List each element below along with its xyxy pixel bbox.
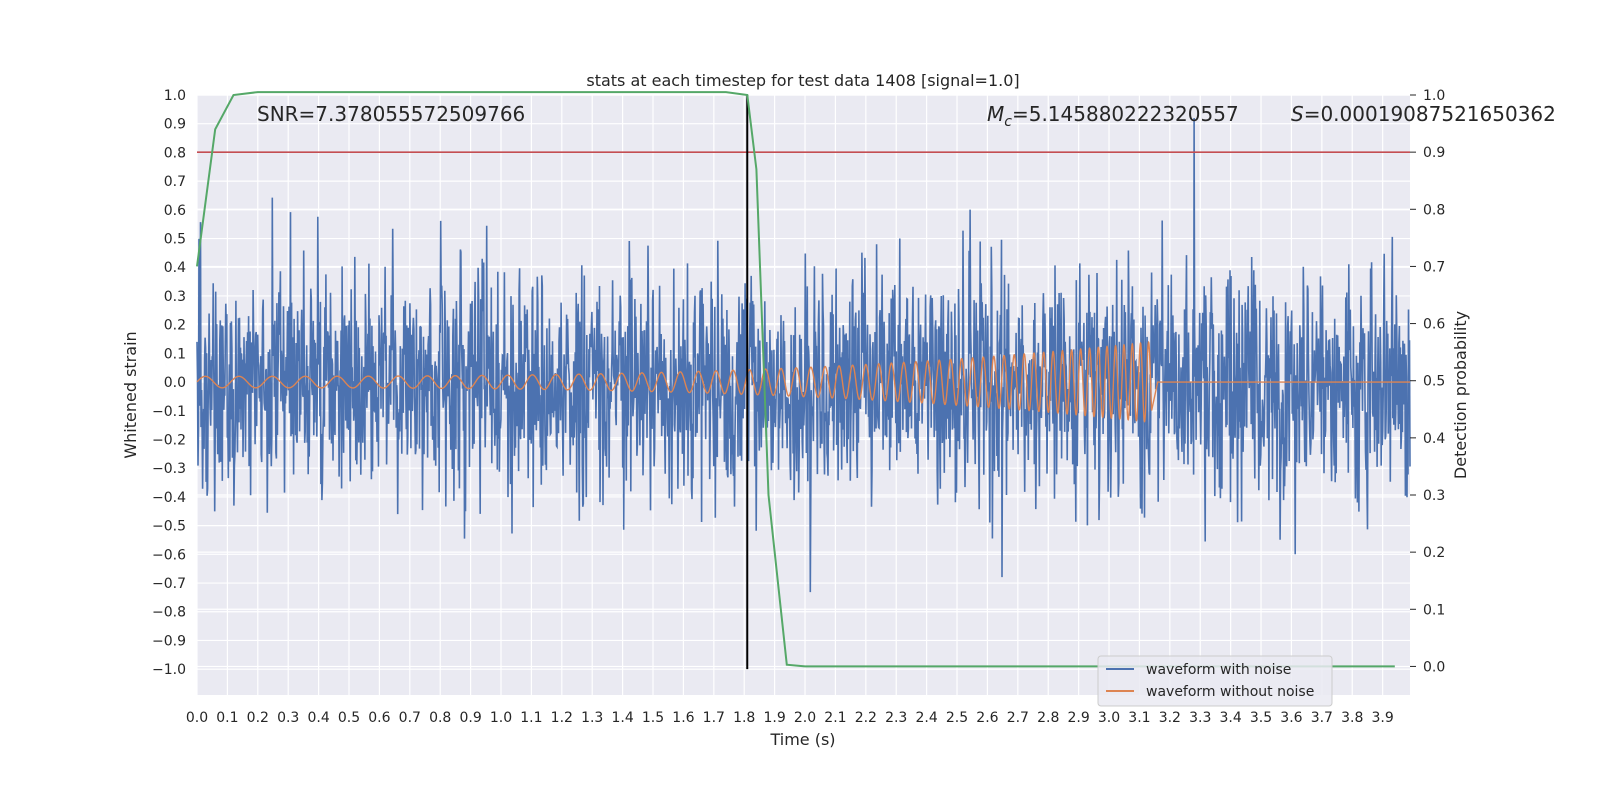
x-tick-label: 3.6: [1280, 710, 1302, 726]
x-tick-label: 0.2: [247, 710, 269, 726]
x-tick-label: 2.6: [976, 710, 998, 726]
x-tick-label: 3.8: [1341, 710, 1363, 726]
chirp-mass-value: =5.145880222320557: [1012, 102, 1239, 126]
y-tick-label: 0.9: [164, 117, 186, 133]
y-right-tick-label: 0.7: [1423, 259, 1445, 275]
x-tick-label: 0.4: [307, 710, 329, 726]
x-tick-label: 2.9: [1067, 710, 1089, 726]
axis-ticks: 0.0 0.1 0.2 0.3 0.4 0.5 0.6 0.7 0.8 0.9 1.0 1.1 1.2 1…: [152, 88, 1445, 726]
y-tick-label: −0.5: [152, 519, 186, 535]
x-tick-label: 3.1: [1128, 710, 1150, 726]
legend-label-noisy: waveform with noise: [1146, 662, 1291, 678]
x-tick-label: 0.7: [399, 710, 421, 726]
x-tick-label: 3.4: [1220, 710, 1242, 726]
y-tick-label: −0.3: [152, 461, 186, 477]
x-tick-label: 1.5: [642, 710, 664, 726]
x-tick-label: 3.3: [1189, 710, 1211, 726]
x-tick-label: 0.5: [338, 710, 360, 726]
x-tick-label: 1.4: [611, 710, 633, 726]
y-tick-label: −0.7: [152, 576, 186, 592]
y-axis-title: Whitened strain: [121, 331, 140, 458]
y-right-tick-label: 0.1: [1423, 602, 1445, 618]
detection-probability-series: [196, 91, 1395, 668]
detection-probability-line: [196, 91, 1395, 668]
y-right-tick-label: 0.9: [1423, 145, 1445, 161]
y-tick-label: −0.6: [152, 547, 186, 563]
y-tick-label: −1.0: [152, 662, 186, 678]
y-right-tick-label: 1.0: [1423, 88, 1445, 104]
legend-box: [1097, 655, 1333, 707]
x-tick-label: 0.3: [277, 710, 299, 726]
y-tick-label: 0.8: [164, 145, 186, 161]
y-tick-label: −0.4: [152, 490, 186, 506]
y-tick-label: 0.0: [164, 375, 186, 391]
x-tick-label: 1.1: [520, 710, 542, 726]
y-tick-label: −0.1: [152, 404, 186, 420]
y-right-tick-label: 0.4: [1423, 431, 1445, 447]
x-tick-label: 0.8: [429, 710, 451, 726]
x-tick-label: 2.2: [855, 710, 877, 726]
y-tick-label: 0.4: [164, 260, 186, 276]
x-tick-label: 1.6: [672, 710, 694, 726]
x-tick-label: 3.0: [1098, 710, 1120, 726]
y-tick-label: −0.2: [152, 432, 186, 448]
x-tick-label: 2.1: [824, 710, 846, 726]
s-value: =0.00019087521650362: [1304, 102, 1556, 126]
y-right-tick-label: 0.3: [1423, 488, 1445, 504]
clean-waveform-series: [196, 340, 1410, 423]
y-right-tick-label: 0.6: [1423, 317, 1445, 333]
x-tick-label: 1.9: [763, 710, 785, 726]
y-right-tick-label: 0.0: [1423, 659, 1445, 675]
chart-title: stats at each timestep for test data 140…: [586, 71, 1019, 90]
x-tick-label: 0.1: [216, 710, 238, 726]
snr-annotation: SNR=7.378055572509766: [257, 102, 525, 126]
noisy-waveform-series: [196, 117, 1411, 593]
y-tick-label: 0.7: [164, 174, 186, 190]
legend-label-clean: waveform without noise: [1146, 684, 1314, 700]
y-right-tick-label: 0.8: [1423, 202, 1445, 218]
legend: waveform with noise waveform without noi…: [1097, 655, 1333, 707]
x-tick-label: 1.0: [490, 710, 512, 726]
x-tick-label: 2.4: [915, 710, 937, 726]
x-tick-label: 3.7: [1311, 710, 1333, 726]
y-tick-label: 0.5: [164, 232, 186, 248]
x-tick-label: 2.8: [1037, 710, 1059, 726]
y-tick-label: 0.2: [164, 318, 186, 334]
chirp-mass-symbol: M: [987, 102, 1004, 126]
x-tick-label: 2.3: [885, 710, 907, 726]
x-tick-label: 1.2: [551, 710, 573, 726]
chirp-mass-subscript: c: [1004, 114, 1012, 130]
x-tick-label: 0.0: [186, 710, 208, 726]
x-tick-label: 0.9: [459, 710, 481, 726]
clean-waveform-line: [196, 340, 1410, 423]
y-right-axis-title: Detection probability: [1451, 311, 1470, 479]
x-tick-label: 1.8: [733, 710, 755, 726]
x-tick-label: 2.5: [946, 710, 968, 726]
x-tick-label: 1.3: [581, 710, 603, 726]
x-axis-title: Time (s): [769, 730, 835, 749]
chirp-mass-annotation: Mc=5.145880222320557: [987, 102, 1239, 130]
y-tick-label: 0.6: [164, 203, 186, 219]
x-tick-label: 3.2: [1159, 710, 1181, 726]
s-annotation: S=0.00019087521650362: [1291, 102, 1556, 126]
y-tick-label: 0.3: [164, 289, 186, 305]
x-tick-label: 2.7: [1007, 710, 1029, 726]
x-tick-label: 0.6: [368, 710, 390, 726]
noisy-waveform-line: [196, 117, 1411, 593]
y-right-tick-label: 0.2: [1423, 545, 1445, 561]
x-tick-label: 2.0: [794, 710, 816, 726]
y-tick-label: −0.8: [152, 605, 186, 621]
y-right-tick-label: 0.5: [1423, 374, 1445, 390]
reference-lines: [197, 95, 1410, 670]
x-tick-label: 3.9: [1372, 710, 1394, 726]
x-tick-label: 1.7: [703, 710, 725, 726]
y-tick-label: −0.9: [152, 633, 186, 649]
x-tick-label: 3.5: [1250, 710, 1272, 726]
s-symbol: S: [1291, 102, 1304, 126]
y-tick-label: 1.0: [164, 88, 186, 104]
y-tick-label: 0.1: [164, 346, 186, 362]
